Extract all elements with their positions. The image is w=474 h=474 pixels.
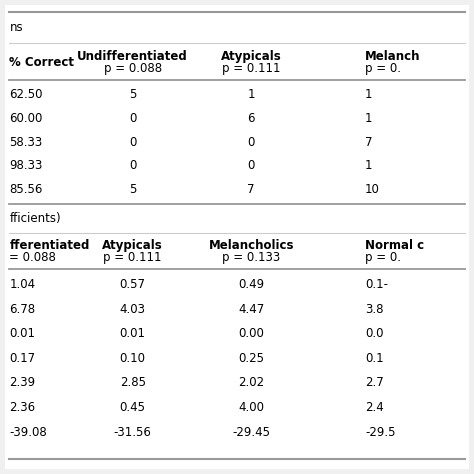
Text: 4.03: 4.03 — [120, 302, 146, 316]
Text: 0: 0 — [129, 112, 137, 125]
Text: 5: 5 — [129, 183, 137, 196]
Text: -29.5: -29.5 — [365, 426, 395, 439]
Text: 3.8: 3.8 — [365, 302, 383, 316]
Text: 1.04: 1.04 — [9, 278, 36, 291]
Text: 0.57: 0.57 — [120, 278, 146, 291]
Text: -29.45: -29.45 — [232, 426, 270, 439]
Text: 0.01: 0.01 — [9, 327, 36, 340]
Text: Melancholics: Melancholics — [209, 239, 294, 252]
Text: 6.78: 6.78 — [9, 302, 36, 316]
Text: 6: 6 — [247, 112, 255, 125]
Text: Melanch: Melanch — [365, 50, 420, 63]
Text: p = 0.: p = 0. — [365, 62, 401, 75]
Text: 2.39: 2.39 — [9, 376, 36, 390]
Text: 0: 0 — [129, 136, 137, 149]
Text: 1: 1 — [365, 88, 373, 101]
Text: 5: 5 — [129, 88, 137, 101]
Text: Normal c: Normal c — [365, 239, 424, 252]
Text: 0.49: 0.49 — [238, 278, 264, 291]
Text: 2.36: 2.36 — [9, 401, 36, 414]
Text: fferentiated: fferentiated — [9, 239, 90, 252]
Text: p = 0.088: p = 0.088 — [104, 62, 162, 75]
Text: p = 0.133: p = 0.133 — [222, 251, 280, 264]
Text: 1: 1 — [365, 159, 373, 173]
Text: 4.00: 4.00 — [238, 401, 264, 414]
Text: 10: 10 — [365, 183, 380, 196]
Text: 0.17: 0.17 — [9, 352, 36, 365]
Text: 0.0: 0.0 — [365, 327, 383, 340]
Text: 98.33: 98.33 — [9, 159, 43, 173]
Text: 0.25: 0.25 — [238, 352, 264, 365]
Text: -39.08: -39.08 — [9, 426, 47, 439]
Text: Atypicals: Atypicals — [102, 239, 163, 252]
Text: 2.7: 2.7 — [365, 376, 384, 390]
Text: 85.56: 85.56 — [9, 183, 43, 196]
Text: 60.00: 60.00 — [9, 112, 43, 125]
Text: 0.45: 0.45 — [120, 401, 146, 414]
Text: 2.02: 2.02 — [238, 376, 264, 390]
Text: p = 0.111: p = 0.111 — [103, 251, 162, 264]
Text: 7: 7 — [247, 183, 255, 196]
Text: ns: ns — [9, 21, 23, 34]
Text: 1: 1 — [365, 112, 373, 125]
Text: 0: 0 — [129, 159, 137, 173]
Text: -31.56: -31.56 — [114, 426, 152, 439]
Text: = 0.088: = 0.088 — [9, 251, 56, 264]
Text: 0.1: 0.1 — [365, 352, 383, 365]
Text: 0: 0 — [247, 136, 255, 149]
Text: 58.33: 58.33 — [9, 136, 43, 149]
Text: 0.10: 0.10 — [120, 352, 146, 365]
Text: p = 0.111: p = 0.111 — [222, 62, 281, 75]
Text: 62.50: 62.50 — [9, 88, 43, 101]
Text: 2.4: 2.4 — [365, 401, 384, 414]
Text: % Correct: % Correct — [9, 56, 74, 69]
Text: 4.47: 4.47 — [238, 302, 264, 316]
Text: 1: 1 — [247, 88, 255, 101]
Text: 0.01: 0.01 — [120, 327, 146, 340]
Text: 0.1-: 0.1- — [365, 278, 388, 291]
Text: 0.00: 0.00 — [238, 327, 264, 340]
Text: 2.85: 2.85 — [120, 376, 146, 390]
Text: fficients): fficients) — [9, 212, 61, 226]
Text: Atypicals: Atypicals — [221, 50, 282, 63]
Text: 7: 7 — [365, 136, 373, 149]
Text: Undifferentiated: Undifferentiated — [77, 50, 188, 63]
Text: 0: 0 — [247, 159, 255, 173]
Text: p = 0.: p = 0. — [365, 251, 401, 264]
